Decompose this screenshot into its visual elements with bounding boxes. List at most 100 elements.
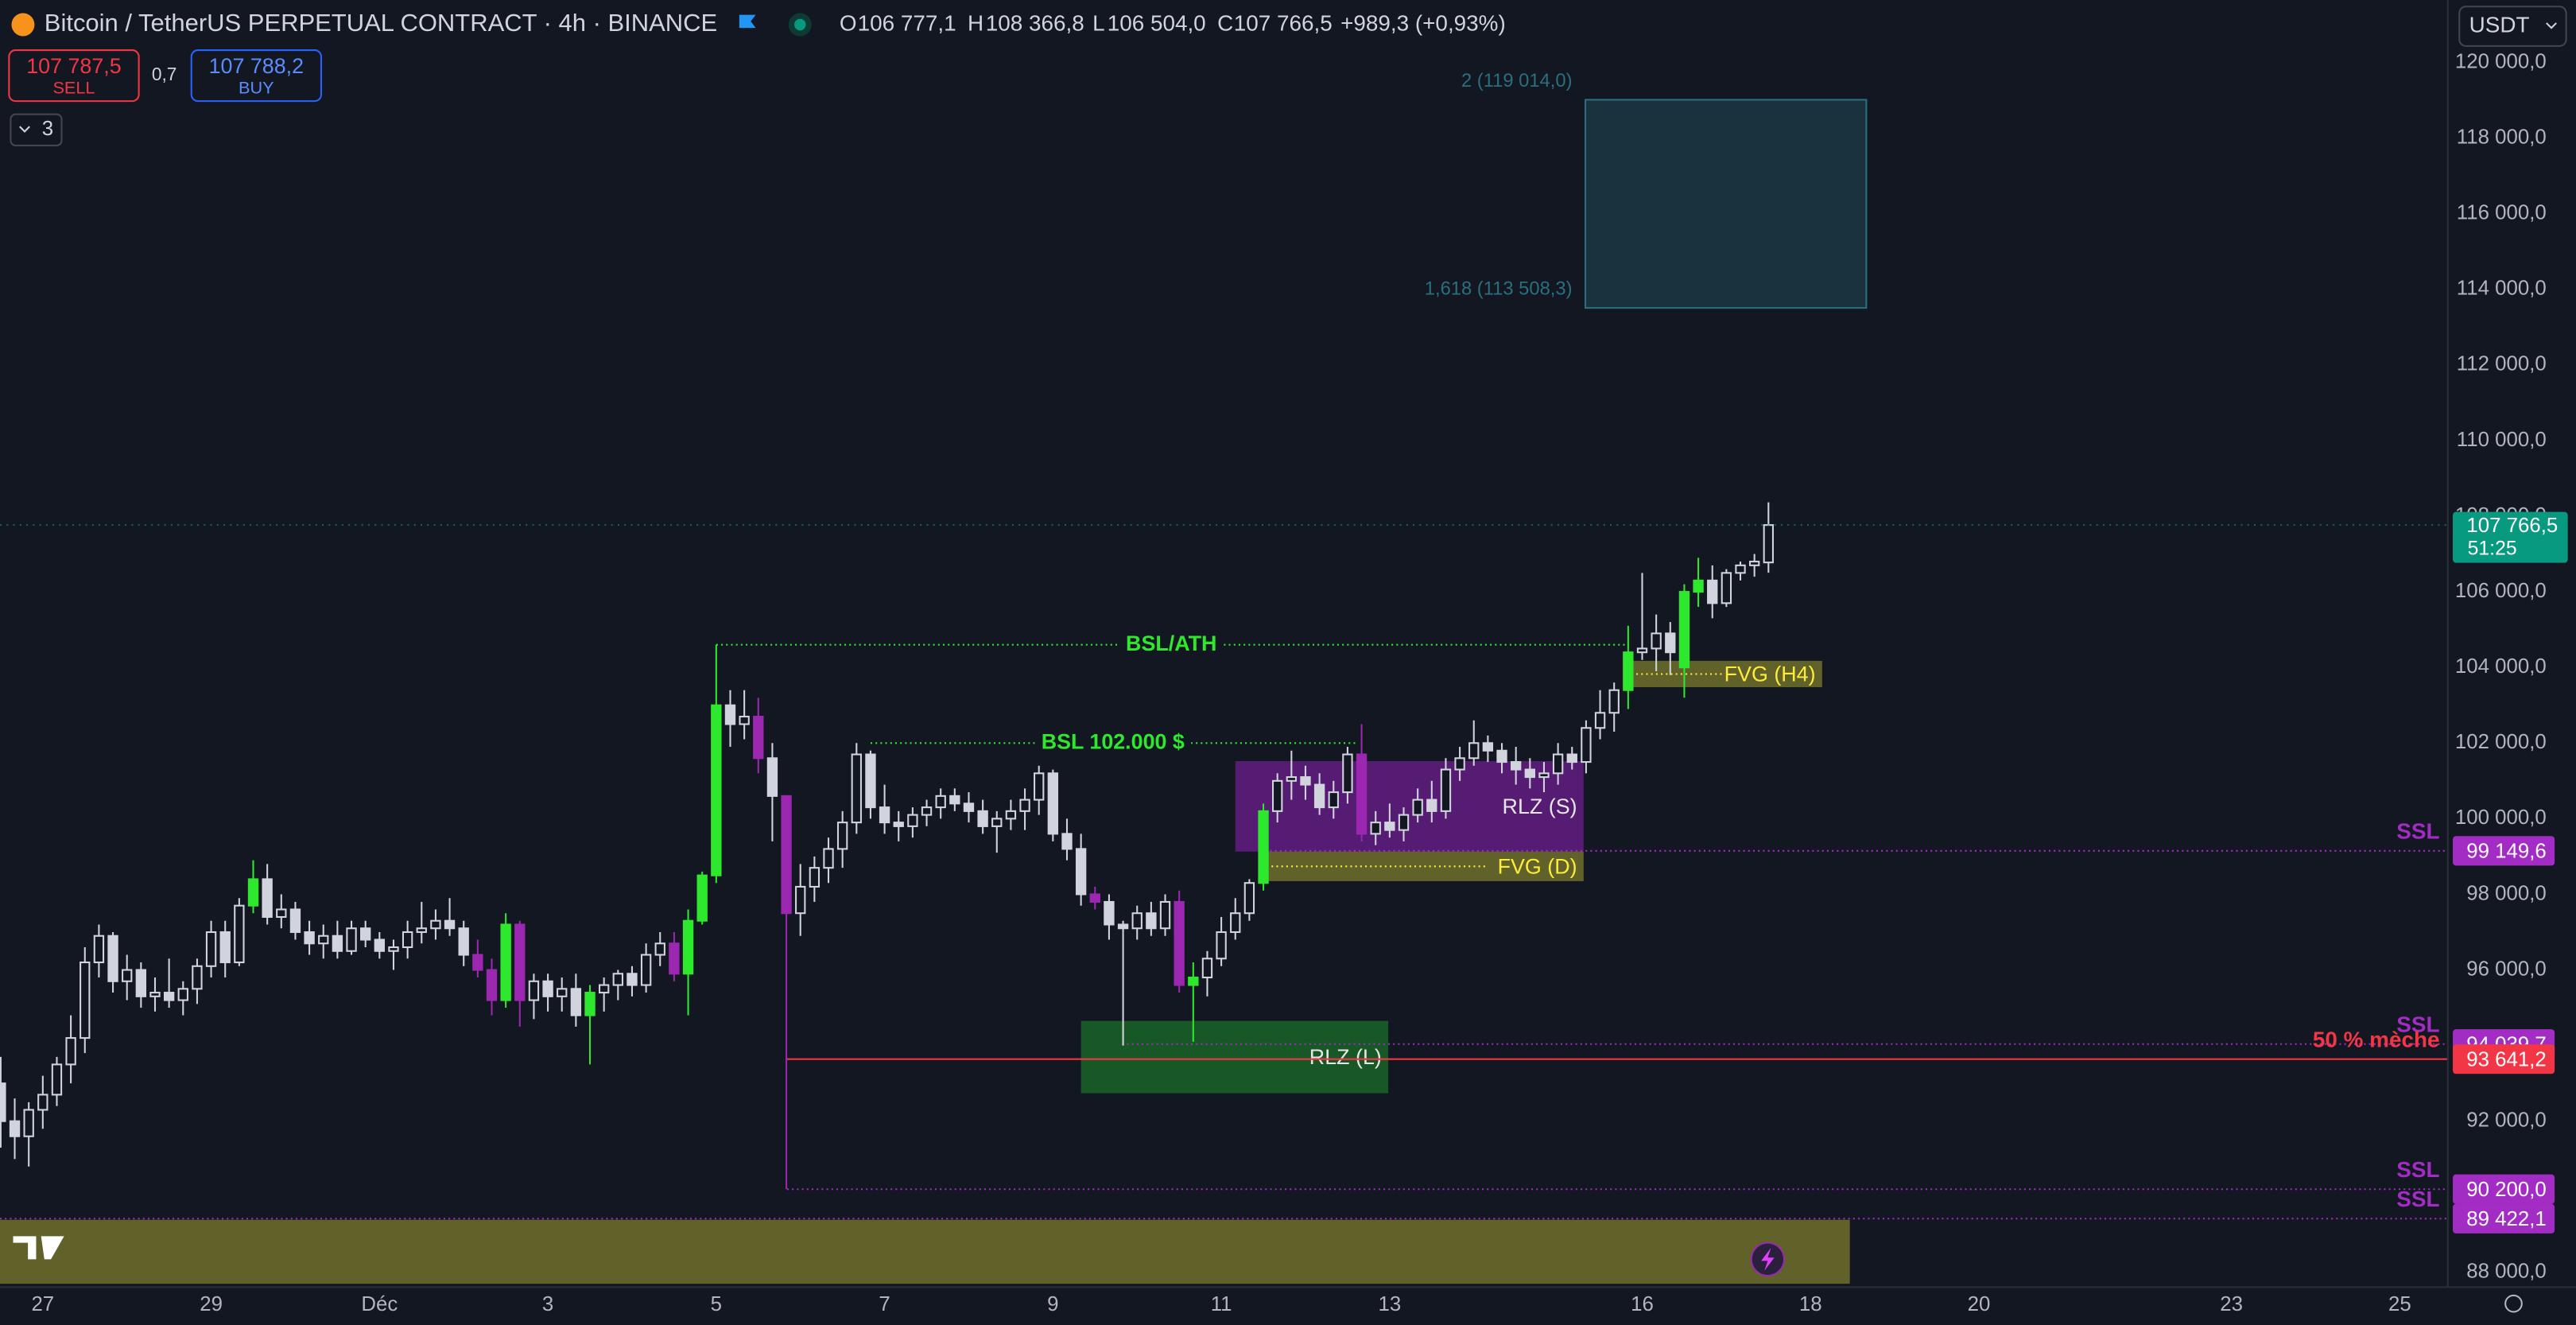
y-tick-label: 116 000,0 (2457, 202, 2547, 224)
candle-body (1075, 848, 1087, 896)
candle-body (991, 818, 1003, 827)
candle-body (711, 704, 722, 876)
indicators-toggle[interactable] (10, 113, 63, 146)
zone-label: FVG (D) (1498, 854, 1577, 878)
candle-body (542, 980, 553, 997)
candle-body (472, 954, 483, 971)
level-label: SSL (2396, 1157, 2439, 1182)
x-tick-label: 9 (1047, 1293, 1058, 1315)
candle-body (1721, 572, 1732, 604)
sell-price: 107 787,5 (26, 54, 121, 78)
candle-body (836, 822, 848, 850)
candle-body (907, 814, 918, 827)
candle-body (1047, 772, 1059, 835)
candle-body (192, 965, 203, 990)
zone-label: RLZ (S) (1503, 795, 1577, 818)
y-tick-label: 98 000,0 (2466, 882, 2547, 904)
candle-body (289, 908, 301, 934)
candle-body (612, 973, 623, 986)
candle-body (1623, 651, 1634, 691)
y-tick-label: 120 000,0 (2455, 50, 2547, 72)
lightning-icon (1761, 1247, 1775, 1271)
flag-icon[interactable] (739, 14, 756, 29)
candle-body (514, 923, 526, 1001)
level-tag (2453, 1203, 2555, 1234)
x-tick-label: 27 (31, 1293, 54, 1315)
y-tick-label: 118 000,0 (2457, 126, 2547, 148)
candle-body (262, 878, 273, 919)
sell-button[interactable] (8, 49, 140, 103)
buy-button[interactable] (190, 49, 322, 103)
level-label: SSL (2396, 1012, 2439, 1036)
candle-body (458, 927, 469, 956)
level-tag-label: 90 200,0 (2466, 1179, 2547, 1201)
candle-body (781, 795, 792, 915)
candle-body (949, 795, 960, 805)
candle-body (1454, 757, 1465, 771)
candle-body (318, 934, 329, 945)
candle-body (374, 938, 386, 952)
level-label: SSL (2396, 1187, 2439, 1211)
candle-body (177, 988, 188, 1001)
candle-body (724, 704, 736, 725)
currency-button[interactable] (2458, 6, 2567, 47)
zone-label: FVG (H4) (1724, 662, 1816, 686)
spread: 0,7 (152, 64, 177, 84)
target-label: 2 (119 014,0) (1461, 70, 1573, 91)
candle-body (640, 954, 652, 986)
x-tick-label: 23 (2220, 1293, 2243, 1315)
candle-body (149, 992, 161, 997)
level-tag (2453, 836, 2555, 866)
candle-body (696, 874, 708, 922)
candle-body (1159, 900, 1171, 930)
candle-body (1019, 798, 1030, 812)
tradingview-logo[interactable] (13, 1236, 64, 1260)
candle-body (654, 942, 665, 956)
candle-body (234, 904, 245, 964)
candle-body (1356, 753, 1368, 835)
candle-body (1188, 977, 1199, 986)
candle-body (557, 988, 568, 997)
x-tick-label: Déc (361, 1293, 398, 1315)
candle-body (1482, 742, 1494, 752)
x-tick-label: 11 (1211, 1293, 1232, 1315)
level-tag-label: 93 641,2 (2466, 1049, 2547, 1071)
candle-body (1665, 632, 1676, 654)
x-tick-label: 5 (711, 1293, 722, 1315)
plot-area: 2 (119 014,0) 1,618 (113 508,3) RLZ (S) FVG… (0, 70, 2448, 1284)
candle-body (1581, 727, 1592, 764)
zone (1080, 1020, 1389, 1094)
x-tick-label: 20 (1968, 1293, 1991, 1315)
candle-body (1426, 798, 1437, 812)
candle-body (65, 1037, 76, 1066)
candle-body (1201, 958, 1213, 979)
candle-body (528, 980, 540, 1001)
candle-body (1552, 753, 1564, 775)
level-tag (2453, 1044, 2555, 1074)
symbol-title[interactable]: Bitcoin / TetherUS PERPETUAL CONTRACT · … (45, 9, 717, 37)
candle-body (1216, 931, 1227, 960)
level-tag-label: 89 422,1 (2466, 1208, 2547, 1230)
candle-body (1272, 779, 1283, 812)
ohlc-key: C (1217, 10, 1233, 35)
candle-body (1286, 776, 1298, 782)
candle-body (1538, 772, 1550, 779)
candle-body (1651, 632, 1662, 650)
candle-body (163, 992, 175, 1001)
label-backdrop (1119, 631, 1224, 659)
candle-body (1748, 561, 1760, 566)
buy-price: 107 788,2 (209, 54, 304, 78)
candle-body (935, 795, 946, 809)
ohlc-key: O (840, 10, 857, 35)
y-tick-label: 114 000,0 (2457, 278, 2547, 300)
settings-icon[interactable] (2504, 1294, 2523, 1313)
zone (0, 1219, 1850, 1284)
candle-body (1678, 591, 1690, 669)
candle-body (107, 934, 118, 982)
candle-body (402, 931, 413, 949)
buy-label: BUY (239, 77, 274, 97)
candle-body (93, 934, 105, 964)
candle-body (851, 753, 862, 824)
level-tag (2453, 1174, 2555, 1204)
price-tags: 99 149,694 039,793 641,290 200,089 422,1… (2453, 511, 2568, 1234)
